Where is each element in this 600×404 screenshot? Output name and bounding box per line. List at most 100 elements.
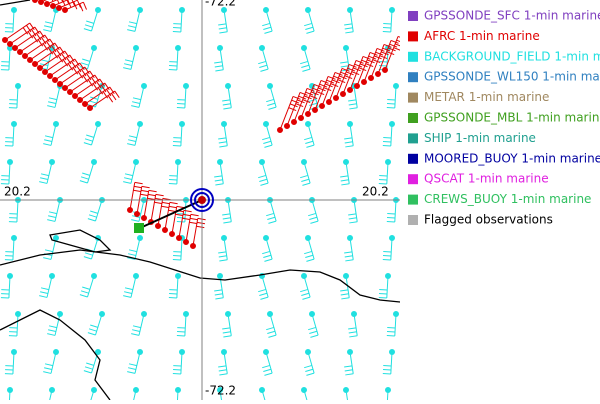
barb-dot [16,312,21,317]
barb-dot [50,160,55,165]
barb-dot [320,104,325,109]
barb-dot [264,350,269,355]
barb-dot [54,350,59,355]
legend-label: MOORED_BUOY 1-min marine [424,151,600,165]
barb-dot [302,274,307,279]
barb-dot [92,160,97,165]
legend-swatch [408,215,418,225]
barb-dot [176,160,181,165]
barb-dot [344,160,349,165]
barb-dot [222,236,227,241]
barb-dot [63,8,68,13]
barb-dot [83,102,88,107]
legend-swatch [408,195,418,205]
barb-dot [376,72,381,77]
barb-dot [16,84,21,89]
barb-dot [128,208,133,213]
barb-dot [58,82,63,87]
barb-dot [180,350,185,355]
barb-dot [344,46,349,51]
barb-dot [306,112,311,117]
barb-dot [390,122,395,127]
legend-swatch [408,154,418,164]
barb-dot [260,160,265,165]
barb-dot [134,388,139,393]
lon-label: -72.2 [205,0,236,9]
barb-dot [68,90,73,95]
barb-dot [51,4,56,9]
barb-dot [134,46,139,51]
legend-label: SHIP 1-min marine [424,131,536,145]
barb-dot [163,228,168,233]
barb-dot [191,244,196,249]
barb-dot [369,76,374,81]
barb-dot [278,128,283,133]
legend-label: CREWS_BUOY 1-min marine [424,192,591,206]
barb-dot [184,312,189,317]
barb-dot [92,46,97,51]
barb-dot [142,216,147,221]
barb-dot [260,46,265,51]
barb-dot [8,42,13,47]
barb-dot [184,84,189,89]
barb-dot [310,312,315,317]
barb-dot [394,84,399,89]
barb-dot [45,2,50,7]
barb-dot [355,84,360,89]
barb-dot [23,54,28,59]
legend-label: BACKGROUND_FIELD 1-min marine [424,49,600,63]
legend-swatch [408,31,418,41]
legend-label: GPSSONDE_MBL 1-min marine [424,111,600,125]
barb-dot [142,84,147,89]
barb-dot [8,274,13,279]
barb-dot [138,8,143,13]
barb-dot [306,8,311,13]
barb-dot [344,274,349,279]
barb-dot [39,0,44,5]
barb-dot [176,274,181,279]
barb-dot [12,350,17,355]
barb-dot [28,58,33,63]
barb-dot [313,108,318,113]
barb-dot [222,122,227,127]
barb-dot [292,120,297,125]
barb-dot [352,312,357,317]
barb-dot [226,312,231,317]
lat-label: 20.2 [362,185,389,199]
barb-dot [57,6,62,11]
barb-dot [264,122,269,127]
barb-dot [13,46,18,51]
legend-swatch [408,174,418,184]
legend-label: Flagged observations [424,213,553,227]
barb-dot [180,8,185,13]
legend-swatch [408,11,418,21]
barb-dot [53,78,58,83]
barb-dot [63,86,68,91]
barb-dot [8,160,13,165]
barb-dot [348,236,353,241]
barb-dot [78,98,83,103]
barb-dot [341,92,346,97]
barb-dot [390,350,395,355]
barb-dot [299,116,304,121]
barb-dot [142,312,147,317]
barb-dot [348,350,353,355]
barb-dot [218,46,223,51]
barb-dot [92,388,97,393]
barb-dot [92,274,97,279]
barb-dot [386,160,391,165]
barb-dot [48,74,53,79]
barb-dot [156,224,161,229]
barb-dot [386,274,391,279]
barb-dot [138,350,143,355]
legend-swatch [408,93,418,103]
barb-dot [180,122,185,127]
barb-dot [12,8,17,13]
barb-dot [306,350,311,355]
barb-dot [268,312,273,317]
barb-dot [184,240,189,245]
barb-dot [306,236,311,241]
barb-dot [348,88,353,93]
barb-dot [96,8,101,13]
